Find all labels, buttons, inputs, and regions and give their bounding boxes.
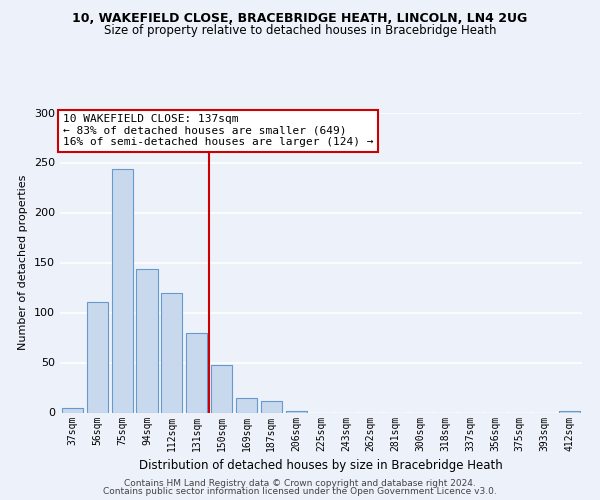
Bar	[136, 268, 158, 412]
Text: Size of property relative to detached houses in Bracebridge Heath: Size of property relative to detached ho…	[104, 24, 496, 37]
Text: Contains public sector information licensed under the Open Government Licence v3: Contains public sector information licen…	[103, 487, 497, 496]
Bar	[186, 332, 207, 412]
Bar	[112, 168, 133, 412]
Bar	[286, 410, 307, 412]
Text: 10, WAKEFIELD CLOSE, BRACEBRIDGE HEATH, LINCOLN, LN4 2UG: 10, WAKEFIELD CLOSE, BRACEBRIDGE HEATH, …	[73, 12, 527, 26]
Text: 10 WAKEFIELD CLOSE: 137sqm
← 83% of detached houses are smaller (649)
16% of sem: 10 WAKEFIELD CLOSE: 137sqm ← 83% of deta…	[62, 114, 373, 147]
Text: Contains HM Land Registry data © Crown copyright and database right 2024.: Contains HM Land Registry data © Crown c…	[124, 478, 476, 488]
Bar	[62, 408, 83, 412]
Y-axis label: Number of detached properties: Number of detached properties	[19, 175, 28, 350]
Bar	[87, 302, 108, 412]
Bar	[261, 400, 282, 412]
Bar	[211, 364, 232, 412]
Bar	[559, 410, 580, 412]
Bar	[161, 292, 182, 412]
X-axis label: Distribution of detached houses by size in Bracebridge Heath: Distribution of detached houses by size …	[139, 459, 503, 472]
Bar	[236, 398, 257, 412]
